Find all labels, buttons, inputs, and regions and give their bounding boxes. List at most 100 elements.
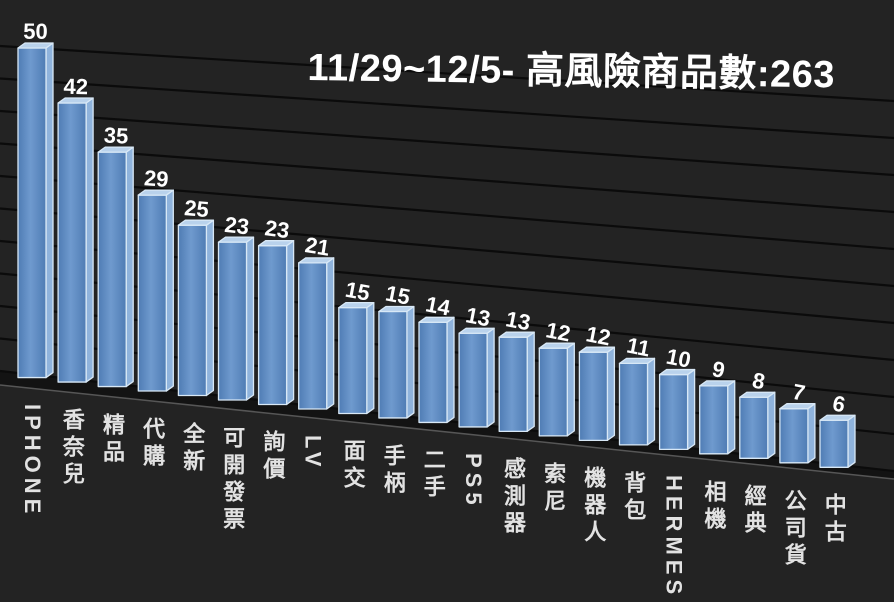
bar-front-face — [217, 241, 248, 401]
bar-top-face — [458, 327, 495, 334]
category-label: 中古 — [821, 493, 847, 548]
category-label: IPHONE — [19, 403, 45, 518]
bar-column — [618, 357, 656, 446]
bar-front-face — [498, 336, 528, 433]
category-label: 索尼 — [541, 461, 567, 516]
bar-front-face — [257, 245, 288, 406]
gridline — [0, 207, 894, 288]
bar-value-label: 23 — [263, 215, 291, 243]
bar-front-face — [177, 224, 208, 397]
bar-value-label: 6 — [831, 390, 848, 417]
bar-column — [298, 257, 335, 410]
bar-front-face — [338, 306, 368, 415]
gridline — [0, 142, 894, 214]
bar-value-label: 29 — [143, 165, 169, 192]
bar-column — [538, 342, 575, 437]
bar-column — [779, 403, 816, 464]
bar-front-face — [298, 262, 328, 410]
bar-value-label: 12 — [544, 317, 573, 346]
gridline — [0, 109, 894, 177]
bar-value-label: 11 — [625, 332, 653, 361]
bar-value-label: 13 — [464, 302, 493, 331]
bar-column — [819, 414, 856, 468]
bar-top-face — [57, 97, 94, 104]
bar-value-label: 35 — [103, 123, 129, 149]
bar-front-face — [137, 194, 167, 392]
bar-top-face — [658, 368, 696, 376]
bar-side-face — [165, 189, 174, 392]
bar-side-face — [125, 146, 134, 388]
bar-side-face — [205, 219, 215, 397]
bar-side-face — [847, 414, 856, 468]
bar-column — [699, 380, 736, 455]
bar-front-face — [819, 419, 849, 468]
bar-side-face — [606, 346, 616, 442]
category-label: HERMES — [661, 475, 687, 600]
bar-column — [177, 219, 215, 397]
bar-value-label: 15 — [383, 281, 412, 310]
bar-side-face — [686, 368, 696, 450]
bar-side-face — [566, 342, 575, 437]
bar-value-label: 25 — [183, 195, 210, 222]
bar-column — [338, 301, 375, 415]
category-label: 背包 — [621, 470, 647, 525]
bar-side-face — [366, 301, 375, 415]
bar-top-face — [217, 236, 255, 243]
bar-column — [97, 146, 134, 388]
bar-top-face — [97, 146, 134, 153]
bar-value-label: 14 — [424, 291, 454, 320]
bar-top-face — [378, 305, 415, 313]
bar-value-label: 12 — [584, 321, 613, 350]
bar-top-face — [538, 342, 575, 349]
bar-side-face — [85, 97, 94, 383]
bar-column — [458, 327, 495, 428]
bar-side-face — [446, 316, 455, 424]
bar-value-label: 13 — [504, 306, 533, 335]
category-label: 詢價 — [260, 430, 286, 485]
bar-top-face — [338, 301, 375, 309]
bar-side-face — [767, 391, 776, 459]
bar-column — [17, 42, 54, 379]
bar-value-label: 42 — [63, 74, 88, 100]
category-label: PS5 — [460, 452, 486, 510]
category-label: 機器人 — [581, 466, 607, 548]
bar-value-label: 15 — [343, 277, 372, 306]
bar-value-label: 21 — [303, 232, 331, 261]
bar-top-face — [578, 346, 616, 353]
bar-column — [418, 316, 455, 424]
bar-side-face — [45, 42, 54, 379]
bar-top-face — [418, 316, 455, 323]
category-label: 相機 — [701, 479, 727, 534]
chart-title: 11/29~12/5- 高風險商品數:263 — [307, 46, 836, 97]
bar-side-face — [326, 257, 335, 410]
bar-front-face — [739, 396, 769, 459]
category-label: 香奈兒 — [59, 408, 85, 490]
bar-front-face — [458, 332, 488, 428]
bar-front-face — [97, 151, 127, 388]
bar-column — [217, 236, 255, 401]
bar-value-label: 10 — [664, 344, 693, 373]
bar-top-face — [618, 357, 656, 364]
bar-front-face — [618, 362, 649, 446]
category-label: 二手 — [420, 448, 446, 503]
bar-side-face — [727, 380, 736, 455]
bar-value-label: 9 — [710, 356, 727, 383]
category-label: 全新 — [180, 421, 206, 476]
bar-side-face — [285, 240, 295, 406]
category-label: 經典 — [741, 484, 767, 539]
bar-front-face — [658, 373, 689, 450]
gridline — [0, 77, 894, 140]
category-label: 公司貨 — [781, 488, 807, 570]
bar-front-face — [699, 385, 729, 455]
gridline — [0, 174, 894, 251]
bar-value-label: 7 — [790, 379, 807, 406]
bar-value-label: 23 — [223, 212, 250, 240]
bar-front-face — [538, 347, 568, 437]
category-label: 手柄 — [380, 443, 406, 498]
bar-side-face — [807, 403, 816, 464]
bar-column — [378, 305, 415, 419]
bar-top-face — [298, 257, 335, 264]
floor-front-edge — [0, 384, 894, 480]
bar-value-label: 8 — [750, 367, 767, 394]
